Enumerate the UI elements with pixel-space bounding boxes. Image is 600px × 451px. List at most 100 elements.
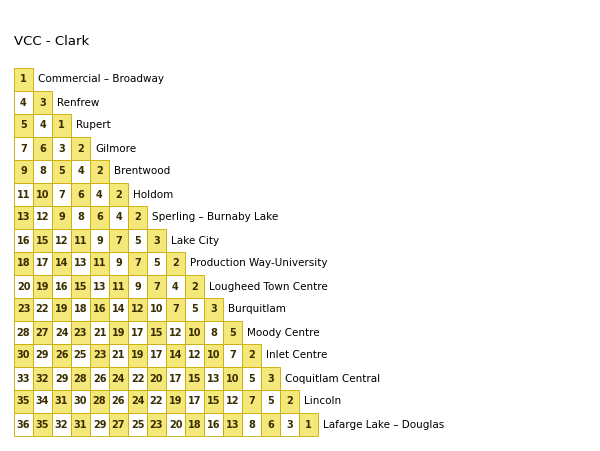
Text: 26: 26 bbox=[112, 396, 125, 406]
Bar bbox=[223, 390, 242, 413]
Text: 6: 6 bbox=[267, 419, 274, 429]
Text: 28: 28 bbox=[17, 327, 31, 337]
Text: 2: 2 bbox=[96, 166, 103, 176]
Bar bbox=[223, 367, 242, 390]
Bar bbox=[90, 390, 109, 413]
Text: Renfrew: Renfrew bbox=[57, 97, 100, 107]
Text: 9: 9 bbox=[115, 258, 122, 268]
Bar bbox=[33, 252, 52, 275]
Bar bbox=[109, 183, 128, 206]
Bar bbox=[71, 252, 90, 275]
Bar bbox=[14, 183, 33, 206]
Text: 24: 24 bbox=[131, 396, 144, 406]
Text: 22: 22 bbox=[150, 396, 163, 406]
Text: Brentwood: Brentwood bbox=[114, 166, 170, 176]
Bar bbox=[33, 160, 52, 183]
Text: 3: 3 bbox=[153, 235, 160, 245]
Bar bbox=[52, 298, 71, 321]
Text: 11: 11 bbox=[17, 189, 30, 199]
Bar bbox=[109, 252, 128, 275]
Bar bbox=[204, 413, 223, 436]
Bar bbox=[204, 321, 223, 344]
Text: Gilmore: Gilmore bbox=[95, 143, 136, 153]
Bar bbox=[33, 137, 52, 160]
Text: 30: 30 bbox=[74, 396, 87, 406]
Text: 8: 8 bbox=[248, 419, 255, 429]
Text: 7: 7 bbox=[20, 143, 27, 153]
Text: Lake City: Lake City bbox=[171, 235, 219, 245]
Text: 25: 25 bbox=[131, 419, 144, 429]
Text: 9: 9 bbox=[58, 212, 65, 222]
Text: Lincoln: Lincoln bbox=[304, 396, 341, 406]
Text: 2: 2 bbox=[172, 258, 179, 268]
Text: 5: 5 bbox=[134, 235, 141, 245]
Text: 15: 15 bbox=[36, 235, 49, 245]
Bar bbox=[128, 413, 147, 436]
Bar bbox=[71, 229, 90, 252]
Bar bbox=[166, 252, 185, 275]
Text: 3: 3 bbox=[286, 419, 293, 429]
Text: 23: 23 bbox=[93, 350, 106, 360]
Bar bbox=[52, 367, 71, 390]
Text: 7: 7 bbox=[248, 396, 255, 406]
Text: 11: 11 bbox=[93, 258, 106, 268]
Text: 11: 11 bbox=[74, 235, 87, 245]
Text: 18: 18 bbox=[188, 419, 202, 429]
Text: 15: 15 bbox=[188, 373, 201, 383]
Text: 4: 4 bbox=[96, 189, 103, 199]
Bar bbox=[147, 367, 166, 390]
Text: 3: 3 bbox=[267, 373, 274, 383]
Text: Lougheed Town Centre: Lougheed Town Centre bbox=[209, 281, 328, 291]
Text: 32: 32 bbox=[36, 373, 49, 383]
Text: 13: 13 bbox=[207, 373, 220, 383]
Text: 7: 7 bbox=[115, 235, 122, 245]
Text: 17: 17 bbox=[131, 327, 144, 337]
Bar bbox=[185, 390, 204, 413]
Bar bbox=[14, 390, 33, 413]
Bar bbox=[90, 160, 109, 183]
Bar bbox=[147, 298, 166, 321]
Bar bbox=[71, 275, 90, 298]
Bar bbox=[33, 413, 52, 436]
Text: 29: 29 bbox=[55, 373, 68, 383]
Text: 13: 13 bbox=[226, 419, 239, 429]
Text: 15: 15 bbox=[150, 327, 163, 337]
Bar bbox=[128, 321, 147, 344]
Text: Rupert: Rupert bbox=[76, 120, 111, 130]
Bar bbox=[204, 344, 223, 367]
Text: 2: 2 bbox=[115, 189, 122, 199]
Bar bbox=[128, 367, 147, 390]
Text: 16: 16 bbox=[93, 304, 106, 314]
Bar bbox=[52, 252, 71, 275]
Bar bbox=[71, 298, 90, 321]
Text: Coquitlam Central: Coquitlam Central bbox=[285, 373, 380, 383]
Bar bbox=[14, 137, 33, 160]
Text: Holdom: Holdom bbox=[133, 189, 173, 199]
Bar bbox=[166, 275, 185, 298]
Text: 31: 31 bbox=[55, 396, 68, 406]
Text: Moody Centre: Moody Centre bbox=[247, 327, 320, 337]
Bar bbox=[52, 160, 71, 183]
Text: 9: 9 bbox=[20, 166, 27, 176]
Bar bbox=[128, 344, 147, 367]
Bar bbox=[71, 344, 90, 367]
Text: 16: 16 bbox=[55, 281, 68, 291]
Bar bbox=[52, 321, 71, 344]
Bar bbox=[33, 206, 52, 229]
Bar bbox=[147, 344, 166, 367]
Text: 1: 1 bbox=[58, 120, 65, 130]
Text: VCC - Clark: VCC - Clark bbox=[14, 35, 89, 48]
Text: 5: 5 bbox=[267, 396, 274, 406]
Text: 22: 22 bbox=[36, 304, 49, 314]
Bar bbox=[33, 229, 52, 252]
Bar bbox=[147, 275, 166, 298]
Bar bbox=[52, 206, 71, 229]
Text: 8: 8 bbox=[210, 327, 217, 337]
Bar bbox=[242, 344, 261, 367]
Text: 15: 15 bbox=[74, 281, 87, 291]
Text: 17: 17 bbox=[188, 396, 201, 406]
Bar bbox=[52, 137, 71, 160]
Text: 23: 23 bbox=[150, 419, 163, 429]
Bar bbox=[33, 114, 52, 137]
Text: 13: 13 bbox=[74, 258, 87, 268]
